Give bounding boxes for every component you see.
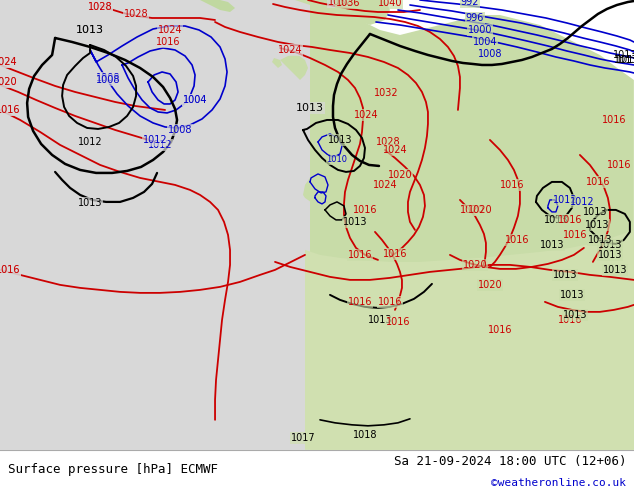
Polygon shape	[0, 0, 310, 450]
Polygon shape	[303, 165, 362, 212]
Text: 992: 992	[461, 0, 479, 7]
Text: 1016: 1016	[385, 317, 410, 327]
Text: 1024: 1024	[158, 25, 183, 35]
Text: 1008: 1008	[168, 125, 192, 135]
Text: 1008: 1008	[96, 75, 120, 85]
Text: 1008: 1008	[96, 73, 120, 83]
Text: 1016: 1016	[558, 215, 582, 225]
Text: 1016: 1016	[505, 235, 529, 245]
Text: 1016: 1016	[156, 37, 180, 47]
Text: 1012: 1012	[553, 195, 577, 205]
Text: 1013: 1013	[540, 240, 564, 250]
Text: 1016: 1016	[488, 325, 512, 335]
Text: 1016: 1016	[0, 105, 20, 115]
Text: 1013: 1013	[598, 250, 622, 260]
Text: 1016: 1016	[0, 265, 20, 275]
Text: 1013: 1013	[553, 270, 577, 280]
Text: 1040: 1040	[378, 0, 402, 8]
Text: 996: 996	[466, 13, 484, 23]
Text: 1012: 1012	[78, 137, 103, 147]
Text: 1020: 1020	[463, 260, 488, 270]
Text: 1024: 1024	[354, 110, 378, 120]
Text: 1032: 1032	[328, 0, 353, 7]
Text: 1016: 1016	[562, 230, 587, 240]
Text: 1028: 1028	[87, 2, 112, 12]
Text: 1020: 1020	[0, 77, 18, 87]
Text: 1013: 1013	[603, 265, 627, 275]
Text: 1036: 1036	[336, 0, 360, 8]
Text: 1004: 1004	[183, 95, 207, 105]
Text: 1013: 1013	[598, 240, 622, 250]
Text: 1016: 1016	[558, 315, 582, 325]
Text: 1016: 1016	[586, 177, 610, 187]
Polygon shape	[0, 0, 634, 450]
Polygon shape	[280, 55, 308, 80]
Text: 1016: 1016	[0, 265, 20, 275]
Text: 1017: 1017	[291, 433, 315, 443]
Text: 1016: 1016	[500, 180, 524, 190]
Text: 1020: 1020	[0, 77, 18, 87]
Text: 1016: 1016	[602, 115, 626, 125]
Text: 1032: 1032	[373, 88, 398, 98]
Polygon shape	[272, 58, 282, 68]
Text: 1020: 1020	[477, 280, 502, 290]
Text: ©weatheronline.co.uk: ©weatheronline.co.uk	[491, 478, 626, 488]
Text: 1024: 1024	[0, 57, 18, 67]
Text: 1012: 1012	[143, 135, 167, 145]
Text: 1020: 1020	[387, 170, 412, 180]
Text: 1024: 1024	[0, 57, 18, 67]
Polygon shape	[200, 0, 235, 12]
Text: 1013: 1013	[616, 55, 634, 65]
Text: 1013: 1013	[543, 215, 568, 225]
Text: 1013: 1013	[583, 207, 607, 217]
Text: 1013: 1013	[76, 25, 104, 35]
Text: 1024: 1024	[373, 180, 398, 190]
Polygon shape	[305, 230, 634, 450]
Text: 1016: 1016	[347, 250, 372, 260]
Text: 1013: 1013	[612, 50, 634, 60]
Text: 1016: 1016	[347, 297, 372, 307]
Text: 1016: 1016	[607, 160, 631, 170]
Text: 1013: 1013	[296, 103, 324, 113]
Text: 1013: 1013	[76, 25, 104, 35]
Text: 1028: 1028	[376, 137, 400, 147]
Text: Sa 21-09-2024 18:00 UTC (12+06): Sa 21-09-2024 18:00 UTC (12+06)	[394, 455, 626, 467]
Polygon shape	[295, 0, 390, 25]
Text: 1013: 1013	[588, 235, 612, 245]
Text: 1020: 1020	[468, 205, 492, 215]
Text: 1018: 1018	[353, 430, 377, 440]
Text: 1013: 1013	[368, 315, 392, 325]
Text: 1016: 1016	[378, 297, 402, 307]
Text: 1024: 1024	[278, 45, 302, 55]
Text: 1010: 1010	[327, 155, 347, 165]
Text: 1013: 1013	[560, 290, 584, 300]
Text: 1013: 1013	[328, 135, 353, 145]
Text: 1016: 1016	[0, 105, 20, 115]
Text: 1016: 1016	[353, 205, 377, 215]
Text: 1000: 1000	[468, 25, 492, 35]
Text: 1013: 1013	[343, 217, 367, 227]
Text: 1024: 1024	[383, 145, 407, 155]
Text: 1004: 1004	[473, 37, 497, 47]
Text: 1013: 1013	[585, 220, 609, 230]
Text: 1004: 1004	[183, 95, 207, 105]
Text: 1012: 1012	[569, 197, 594, 207]
Text: 1020: 1020	[460, 205, 484, 215]
Text: 1028: 1028	[87, 2, 112, 12]
Text: 1008: 1008	[477, 49, 502, 59]
Text: 1013: 1013	[614, 55, 634, 65]
Text: Surface pressure [hPa] ECMWF: Surface pressure [hPa] ECMWF	[8, 463, 217, 476]
Text: 1012: 1012	[148, 140, 172, 150]
Text: 1016: 1016	[383, 249, 407, 259]
Text: 1013: 1013	[562, 310, 587, 320]
Text: 1013: 1013	[78, 198, 102, 208]
Text: 1028: 1028	[124, 9, 148, 19]
